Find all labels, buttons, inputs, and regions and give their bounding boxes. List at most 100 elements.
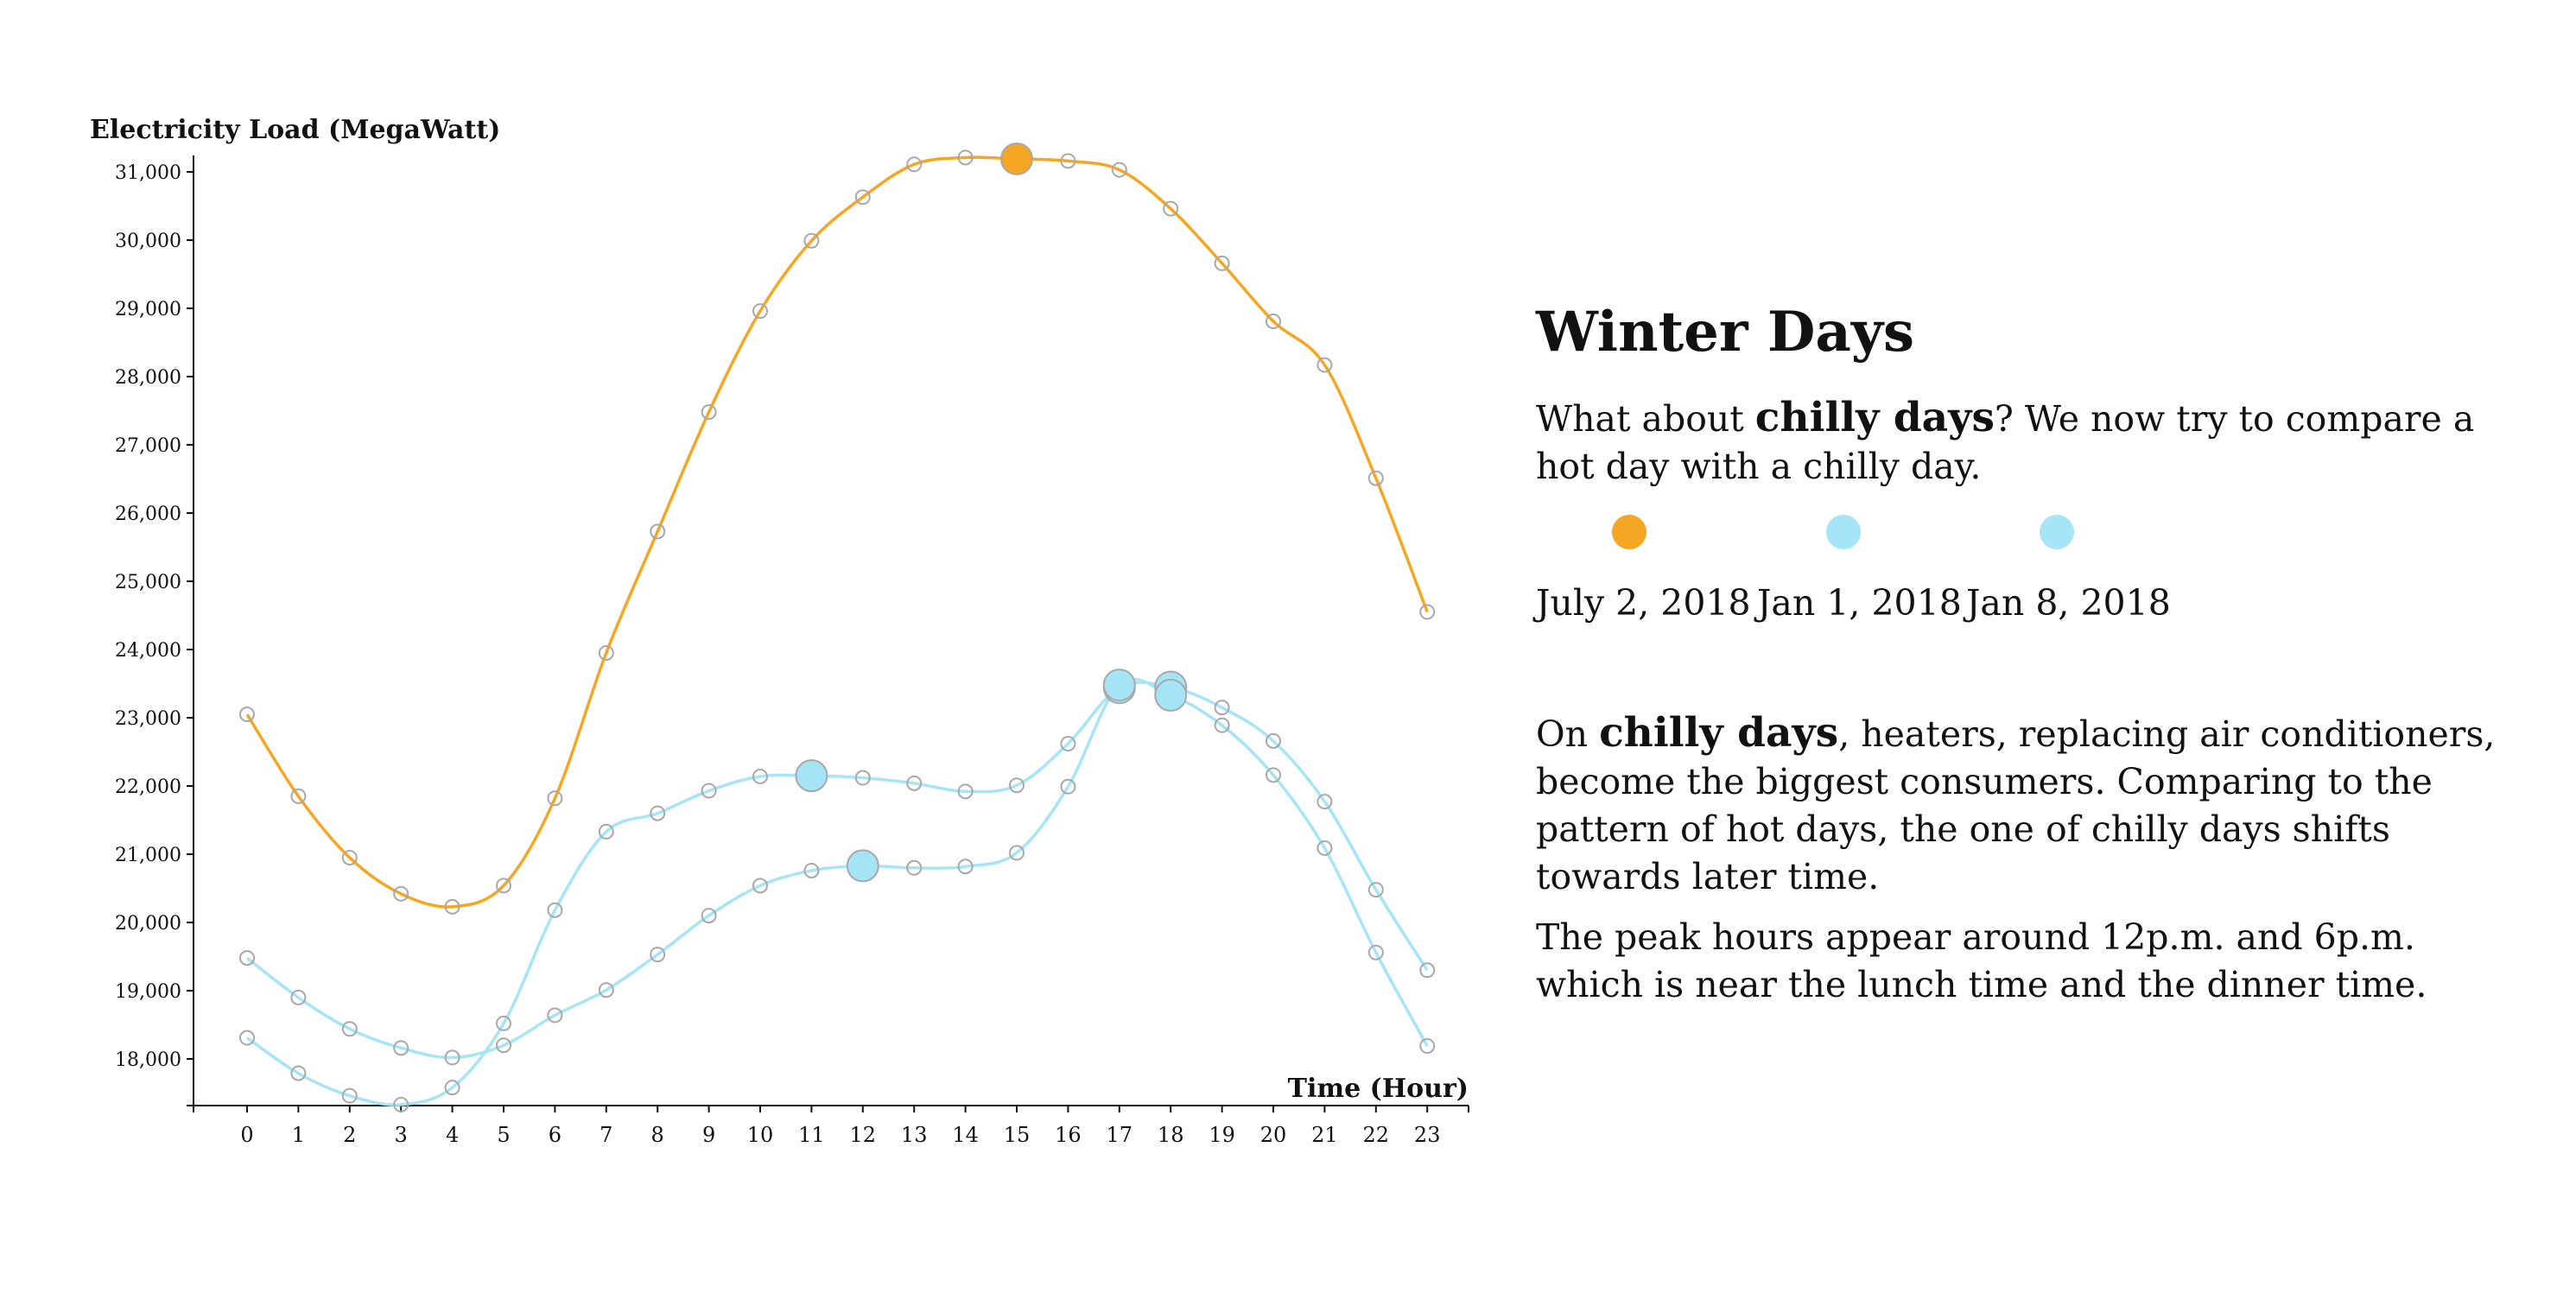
x-tick-label: 17 (1107, 1123, 1133, 1147)
y-tick-label: 24,000 (115, 640, 181, 662)
data-point (444, 898, 460, 915)
data-point (496, 1015, 511, 1031)
legend-item-jan-1[interactable]: Jan 1, 2018 (1757, 515, 1962, 624)
y-tick-label: 22,000 (115, 776, 181, 798)
data-point (1060, 736, 1076, 752)
data-point (752, 768, 768, 784)
y-tick-label: 20,000 (115, 913, 181, 935)
x-tick-label: 13 (901, 1123, 928, 1147)
data-point (752, 878, 768, 894)
highlight-point (1000, 142, 1033, 175)
data-point (393, 1040, 409, 1056)
story-panel: Winter Days What about chilly days? We n… (1536, 300, 2529, 1009)
x-tick-label: 0 (240, 1123, 253, 1147)
data-point (1419, 604, 1436, 620)
data-point (803, 862, 820, 878)
y-tick-label: 21,000 (115, 845, 181, 866)
highlight-point (1102, 669, 1136, 702)
chart-markers (239, 142, 1436, 1112)
data-point (752, 303, 768, 320)
intro-text-end: ? We now try to compare a hot day with a… (1536, 398, 2475, 488)
y-tick-label: 18,000 (115, 1049, 181, 1071)
intro-text-start: What about (1536, 398, 1755, 441)
x-tick-label: 23 (1414, 1123, 1441, 1147)
data-point (1266, 732, 1281, 749)
legend-label: Jan 1, 2018 (1757, 582, 1962, 624)
data-point (1214, 717, 1230, 733)
x-tick-label: 8 (651, 1123, 664, 1147)
data-point (650, 947, 666, 963)
chilly-text-end: , heaters, replacing air conditioners, b… (1536, 713, 2496, 898)
data-point (906, 775, 923, 791)
intro-paragraph: What about chilly days? We now try to co… (1536, 394, 2529, 491)
data-point (1111, 162, 1127, 178)
x-tick-label: 19 (1209, 1123, 1235, 1147)
data-point (1060, 153, 1076, 169)
data-point (1009, 845, 1025, 861)
data-point (1317, 840, 1333, 856)
data-point (341, 1021, 358, 1037)
data-point (1317, 357, 1333, 373)
x-tick-label: 10 (747, 1123, 774, 1147)
x-tick-label: 22 (1363, 1123, 1390, 1147)
data-point (290, 989, 307, 1005)
data-point (598, 644, 614, 661)
data-point (444, 1080, 460, 1096)
data-point (290, 1065, 307, 1081)
legend-item-july-2[interactable]: July 2, 2018 (1536, 515, 1751, 624)
data-point (1419, 962, 1436, 979)
data-point (444, 1049, 460, 1066)
chilly-text-start: On (1536, 713, 1600, 756)
x-tick-label: 7 (600, 1123, 612, 1147)
data-point (701, 783, 717, 799)
data-point (650, 805, 666, 821)
series-line-0 (245, 155, 1429, 909)
data-point (598, 982, 614, 998)
x-tick-label: 15 (1004, 1123, 1031, 1147)
data-point (393, 1096, 409, 1112)
data-point (239, 950, 255, 967)
panel-title: Winter Days (1536, 300, 1915, 364)
data-point (496, 878, 511, 894)
data-point (393, 885, 409, 902)
data-point (957, 783, 974, 800)
data-point (547, 902, 563, 918)
data-point (598, 823, 614, 840)
intro-emphasis: chilly days (1754, 394, 1995, 442)
x-tick-label: 3 (395, 1123, 408, 1147)
data-point (1367, 944, 1384, 960)
data-point (1367, 882, 1384, 898)
x-tick-label: 1 (292, 1123, 305, 1147)
chart-lines (245, 155, 1429, 1106)
x-tick-label: 2 (343, 1123, 356, 1147)
legend-dot-blue (2040, 515, 2074, 550)
x-tick-label: 16 (1055, 1123, 1082, 1147)
x-tick-label: 14 (952, 1123, 979, 1147)
y-tick-label: 31,000 (115, 162, 181, 184)
data-point (1317, 794, 1333, 810)
chart-legend: July 2, 2018 Jan 1, 2018 Jan 8, 2018 (1536, 515, 2529, 644)
data-point (1367, 470, 1384, 486)
data-point (854, 189, 871, 206)
data-point (1419, 1037, 1436, 1054)
data-point (547, 790, 563, 807)
highlight-point (795, 759, 828, 793)
data-point (341, 1087, 358, 1104)
y-tick-label: 19,000 (115, 981, 181, 1003)
chilly-emphasis: chilly days (1599, 709, 1839, 757)
legend-label: Jan 8, 2018 (1966, 582, 2171, 624)
legend-label: July 2, 2018 (1536, 582, 1751, 624)
legend-item-jan-8[interactable]: Jan 8, 2018 (1966, 515, 2171, 624)
y-tick-label: 29,000 (115, 299, 181, 320)
x-tick-label: 12 (850, 1123, 877, 1147)
chart-axes: 18,000 19,000 20,000 21,000 22,000 23,000 24,0… (115, 155, 1469, 1147)
chilly-days-paragraph: On chilly days, heaters, replacing air c… (1536, 709, 2529, 901)
data-point (290, 788, 307, 804)
data-point (239, 1030, 255, 1046)
data-point (239, 707, 255, 723)
data-point (854, 770, 871, 786)
data-point (547, 1007, 563, 1024)
data-point (1266, 767, 1281, 783)
x-tick-label: 5 (497, 1123, 510, 1147)
legend-dot-blue (1826, 515, 1861, 550)
